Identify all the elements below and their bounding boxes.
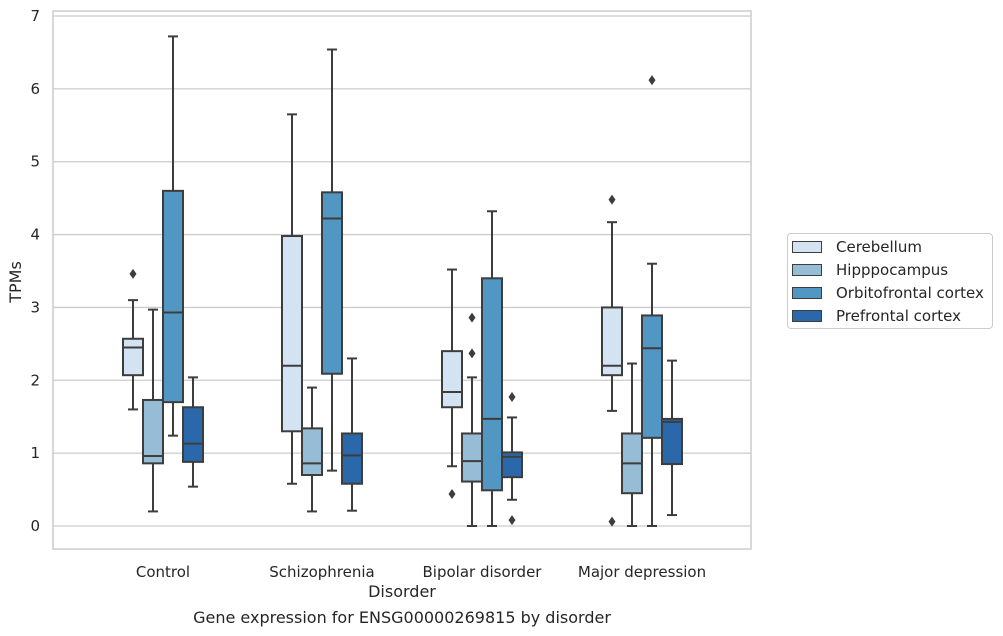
y-tick-label: 0 <box>30 517 40 535</box>
y-tick-label: 1 <box>30 444 40 462</box>
box <box>182 406 204 463</box>
outlier-point <box>608 516 616 527</box>
outlier-point <box>608 194 616 205</box>
legend-swatch <box>792 264 822 276</box>
box <box>601 306 623 377</box>
y-tick-label: 7 <box>30 7 40 25</box>
legend-item-hippocampus: Hipppocampus <box>792 260 948 280</box>
outlier-point <box>448 488 456 499</box>
outlier-point <box>468 348 476 359</box>
legend-item-cerebellum: Cerebellum <box>792 237 922 257</box>
box <box>461 432 483 483</box>
y-axis-ticks: 0 1 2 3 4 5 6 7 <box>30 7 40 535</box>
box <box>321 191 343 375</box>
x-tick-label: Control <box>136 563 190 581</box>
y-axis-label: TPMs <box>6 261 25 304</box>
legend-label: Hipppocampus <box>836 261 949 279</box>
figure-caption: Gene expression for ENSG00000269815 by d… <box>193 608 611 627</box>
box <box>162 189 184 404</box>
box <box>641 314 663 439</box>
outlier-point <box>468 312 476 323</box>
x-axis-ticks: Control Schizophrenia Bipolar disorder Majo… <box>136 563 706 581</box>
y-tick-label: 4 <box>30 226 40 244</box>
box <box>301 427 323 476</box>
y-tick-label: 6 <box>30 80 40 98</box>
x-tick-label: Schizophrenia <box>269 563 374 581</box>
plot-frame <box>52 10 752 550</box>
x-axis-label: Disorder <box>368 582 436 601</box>
legend-swatch <box>792 310 822 322</box>
y-tick-label: 5 <box>30 153 40 171</box>
box <box>281 235 303 433</box>
outlier-point <box>508 515 516 526</box>
legend-item-orbitofrontal-cortex: Orbitofrontal cortex <box>792 283 984 303</box>
outlier-point <box>648 75 656 86</box>
y-tick-label: 3 <box>30 298 40 316</box>
outlier-point <box>508 392 516 403</box>
x-tick-label: Major depression <box>578 563 706 581</box>
legend-swatch <box>792 241 822 253</box>
legend-label: Cerebellum <box>836 238 922 256</box>
box <box>441 350 463 409</box>
y-tick-label: 2 <box>30 371 40 389</box>
box <box>122 337 144 377</box>
box <box>501 451 523 479</box>
legend: Cerebellum Hipppocampus Orbitofrontal co… <box>787 233 993 329</box>
outlier-point <box>129 268 137 279</box>
legend-label: Orbitofrontal cortex <box>836 284 984 302</box>
legend-swatch <box>792 287 822 299</box>
legend-item-prefrontal-cortex: Prefrontal cortex <box>792 306 961 326</box>
x-tick-label: Bipolar disorder <box>423 563 543 581</box>
box <box>341 432 363 485</box>
box <box>142 398 164 465</box>
box <box>481 277 503 492</box>
legend-label: Prefrontal cortex <box>836 307 961 325</box>
boxes-layer <box>122 35 683 527</box>
box <box>661 417 683 466</box>
